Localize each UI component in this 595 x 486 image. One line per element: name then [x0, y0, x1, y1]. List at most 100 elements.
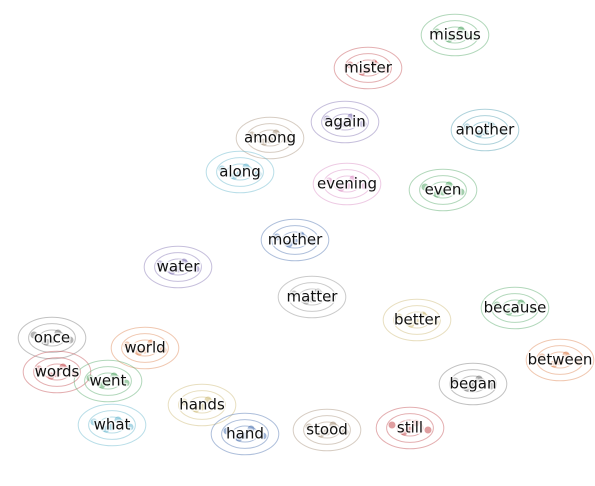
point [54, 329, 62, 337]
point [349, 175, 357, 183]
point [241, 432, 249, 440]
point [407, 320, 415, 328]
cluster-label: among [244, 129, 296, 147]
point [475, 130, 483, 138]
point [141, 346, 149, 354]
point [305, 423, 313, 431]
point [412, 419, 420, 427]
point [147, 339, 155, 347]
point [481, 128, 489, 136]
density-contour [382, 298, 452, 342]
density-contour [154, 252, 202, 282]
point [359, 120, 367, 128]
density-contour [450, 108, 520, 152]
point [291, 238, 299, 246]
density-contour [216, 157, 264, 187]
point [419, 311, 427, 319]
point [364, 66, 372, 74]
point [86, 374, 94, 382]
point [556, 358, 564, 366]
density-contour [546, 351, 574, 369]
point [309, 238, 317, 246]
cluster-label: evening [317, 175, 377, 193]
point [469, 33, 477, 41]
point [341, 120, 349, 128]
density-contour [420, 13, 490, 57]
point [406, 426, 414, 434]
point [317, 430, 325, 438]
density-contour [178, 390, 226, 420]
cluster-label: missus [429, 26, 481, 44]
point [308, 295, 316, 303]
density-contour [246, 123, 294, 153]
point [90, 418, 98, 426]
density-contour [221, 419, 269, 449]
point [290, 290, 298, 298]
cluster-label: mister [344, 59, 393, 77]
point [123, 341, 131, 349]
point [346, 61, 354, 69]
point [550, 360, 558, 368]
point [47, 372, 55, 380]
density-contour [419, 175, 467, 205]
density-contour [188, 396, 216, 414]
point [358, 68, 366, 76]
point [192, 265, 200, 273]
density-contour [288, 282, 336, 312]
point [395, 313, 403, 321]
point [475, 375, 483, 383]
density-contour [22, 350, 92, 394]
point [499, 128, 507, 136]
point [114, 416, 122, 424]
density-contour [164, 258, 192, 276]
density-contour [143, 245, 213, 289]
point [538, 353, 546, 361]
point [30, 331, 38, 339]
density-contour [393, 305, 441, 335]
point [326, 295, 334, 303]
point [35, 365, 43, 373]
density-contour [231, 425, 259, 443]
point [216, 403, 224, 411]
density-contour [386, 413, 434, 443]
density-contour [438, 362, 508, 406]
point [329, 421, 337, 429]
density-contour [461, 115, 509, 145]
point [259, 432, 267, 440]
point [325, 177, 333, 185]
point [424, 426, 432, 434]
point [204, 396, 212, 404]
density-contour [525, 338, 595, 382]
cluster-label: stood [306, 421, 348, 439]
point [110, 372, 118, 380]
density-contour [33, 357, 81, 387]
point [122, 379, 130, 387]
point [347, 113, 355, 121]
point [433, 28, 441, 36]
density-contour [298, 288, 326, 306]
density-contour [131, 339, 159, 357]
cluster-label: once [34, 329, 70, 347]
density-contour [256, 129, 284, 147]
point [505, 308, 513, 316]
point [445, 181, 453, 189]
point [42, 338, 50, 346]
cluster-label: began [450, 375, 497, 393]
point [180, 258, 188, 266]
point [469, 382, 477, 390]
point [451, 33, 459, 41]
density-contour [459, 375, 487, 393]
density-contour [235, 116, 305, 160]
point [361, 182, 369, 190]
point [59, 363, 67, 371]
point [529, 306, 537, 314]
point [487, 382, 495, 390]
cluster-label: because [484, 299, 547, 317]
point [135, 348, 143, 356]
density-contour [408, 168, 478, 212]
point [284, 136, 292, 144]
density-contour [429, 181, 457, 199]
point [126, 423, 134, 431]
point [439, 188, 447, 196]
density-contour [73, 359, 143, 403]
